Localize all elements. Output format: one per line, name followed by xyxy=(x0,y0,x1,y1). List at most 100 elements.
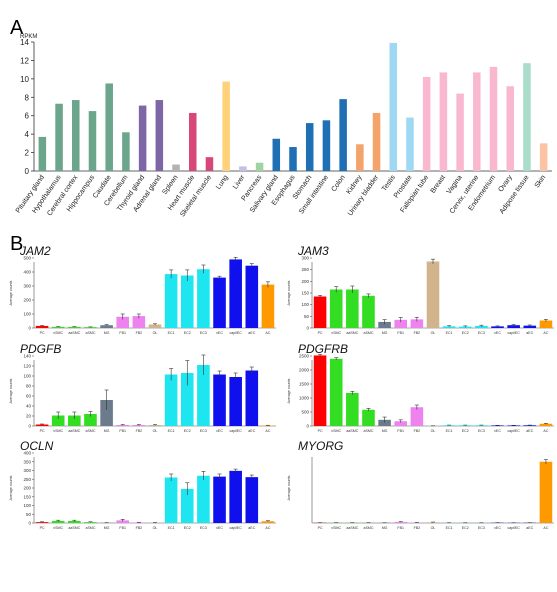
bar-vagina xyxy=(456,93,464,171)
bar-skin xyxy=(539,143,548,171)
y-tick-label: 400 xyxy=(23,451,31,456)
bar-mg xyxy=(100,325,113,328)
y-tick-label: 400 xyxy=(23,270,31,275)
y-axis-label: RPKM xyxy=(20,34,37,40)
bar-ac xyxy=(539,320,553,328)
x-tick-label: aaSMC xyxy=(68,526,80,530)
x-tick-label: EC2 xyxy=(462,526,469,530)
bar-pc xyxy=(35,522,49,523)
bar-ac xyxy=(539,423,553,426)
bar-capilec xyxy=(229,377,242,426)
x-tick-label: aEC xyxy=(248,331,255,335)
x-tick-label: aaSMC xyxy=(346,331,358,335)
x-tick-label: EC1 xyxy=(446,331,453,335)
x-tick-label: Urinary bladder xyxy=(347,174,381,218)
bar-prostate xyxy=(406,117,414,171)
panel-b-label: B xyxy=(10,233,23,255)
y-tick-label: 200 xyxy=(23,486,31,491)
x-tick-label: EC3 xyxy=(478,526,485,530)
x-tick-label: aaSMC xyxy=(68,331,80,335)
bar-ac xyxy=(539,461,553,523)
y-tick-label: 500 xyxy=(23,256,31,261)
y-tick-label: 300 xyxy=(23,284,31,289)
x-tick-label: AC xyxy=(543,526,548,530)
x-tick-label: MG xyxy=(104,526,110,530)
y-tick-label: 2000 xyxy=(299,368,310,373)
bar-mg xyxy=(100,400,113,426)
y-tick-label: 20 xyxy=(26,414,32,419)
x-tick-label: aSMC xyxy=(85,429,95,433)
x-tick-label: EC1 xyxy=(168,331,175,335)
bar-pc xyxy=(35,424,49,426)
x-tick-label: Skin xyxy=(534,174,548,189)
bar-ec3 xyxy=(197,475,210,523)
y-tick-label: 50 xyxy=(304,314,310,319)
x-tick-label: EC2 xyxy=(462,331,469,335)
x-tick-label: vSMC xyxy=(53,429,63,433)
x-tick-label: EC2 xyxy=(184,429,191,433)
x-tick-label: AC xyxy=(543,331,548,335)
x-tick-label: EC1 xyxy=(446,429,453,433)
y-tick-label: 150 xyxy=(301,291,309,296)
y-tick-label: 0 xyxy=(28,424,31,429)
bar-capilec xyxy=(507,425,520,426)
x-tick-label: Liver xyxy=(232,174,247,191)
x-tick-label: MG xyxy=(382,526,388,530)
x-tick-label: vEC xyxy=(494,331,501,335)
x-tick-label: Testis xyxy=(381,174,397,193)
bar-capilec xyxy=(229,470,242,523)
bar-vec xyxy=(213,476,226,523)
chart-title: JAM2 xyxy=(19,244,51,258)
x-tick-label: vSMC xyxy=(331,331,341,335)
bar-caudate xyxy=(105,83,113,171)
y-tick-label: 2500 xyxy=(299,354,310,359)
panel-a-label: A xyxy=(10,17,24,39)
bar-pc xyxy=(35,325,49,328)
bar-cervix-uterine xyxy=(473,72,481,171)
x-tick-label: aSMC xyxy=(363,526,373,530)
bar-testis xyxy=(389,42,398,171)
bar-ovary xyxy=(506,86,514,171)
x-tick-label: Breast xyxy=(430,174,447,195)
bar-asmc xyxy=(84,327,97,328)
y-tick-label: 100 xyxy=(23,374,31,379)
bar-ec1 xyxy=(164,374,178,426)
x-tick-label: vEC xyxy=(216,429,223,433)
bar-vec xyxy=(491,425,504,426)
bar-capilec xyxy=(507,325,520,328)
bar-ec2 xyxy=(180,275,194,328)
bar-ec1 xyxy=(164,274,178,328)
bar-vsmc xyxy=(51,326,65,328)
bar-fb2 xyxy=(410,319,424,328)
x-tick-label: aaSMC xyxy=(346,429,358,433)
bar-fb1 xyxy=(394,421,408,426)
x-tick-label: FB2 xyxy=(414,331,421,335)
x-tick-label: OL xyxy=(153,331,158,335)
y-tick-label: 150 xyxy=(23,494,31,499)
y-tick-label: 6 xyxy=(25,112,30,121)
y-tick-label: 250 xyxy=(301,267,309,272)
bar-pancreas xyxy=(255,162,264,171)
bar-ec3 xyxy=(197,365,210,426)
bar-fb1 xyxy=(394,319,408,328)
bar-ec3 xyxy=(475,425,488,426)
bar-ec1 xyxy=(442,326,456,328)
y-tick-label: 0 xyxy=(28,521,31,526)
x-tick-label: capilEC xyxy=(507,429,520,433)
x-tick-label: FB1 xyxy=(119,331,126,335)
y-tick-label: 60 xyxy=(26,394,32,399)
bar-ec2 xyxy=(180,488,194,523)
y-axis-label: Average counts xyxy=(9,280,13,305)
chart-pdgfrb: PDGFRB 0 500 1000 1500 2000 2500 Average counts… xyxy=(287,342,554,433)
y-axis-label: Average counts xyxy=(287,280,291,305)
bar-small-intestine xyxy=(322,120,331,171)
bar-colon xyxy=(339,99,347,171)
x-tick-label: capilEC xyxy=(507,331,520,335)
y-tick-label: 350 xyxy=(23,459,31,464)
bar-fb1 xyxy=(116,316,130,328)
y-tick-label: 120 xyxy=(23,364,31,369)
y-tick-label: 1000 xyxy=(299,396,310,401)
x-tick-label: EC3 xyxy=(478,429,485,433)
bar-salivary-gland xyxy=(272,138,281,171)
x-tick-label: FB2 xyxy=(414,526,421,530)
